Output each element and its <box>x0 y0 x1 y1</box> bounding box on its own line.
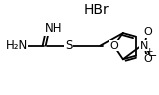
Text: O: O <box>143 27 152 37</box>
Text: O: O <box>109 41 118 51</box>
Text: O: O <box>143 54 152 64</box>
Text: N: N <box>140 41 148 51</box>
Text: S: S <box>65 39 72 52</box>
Text: HBr: HBr <box>83 3 109 17</box>
Text: −: − <box>148 51 157 61</box>
Text: NH: NH <box>45 22 62 35</box>
Text: +: + <box>145 47 153 56</box>
Text: H₂N: H₂N <box>6 39 28 52</box>
